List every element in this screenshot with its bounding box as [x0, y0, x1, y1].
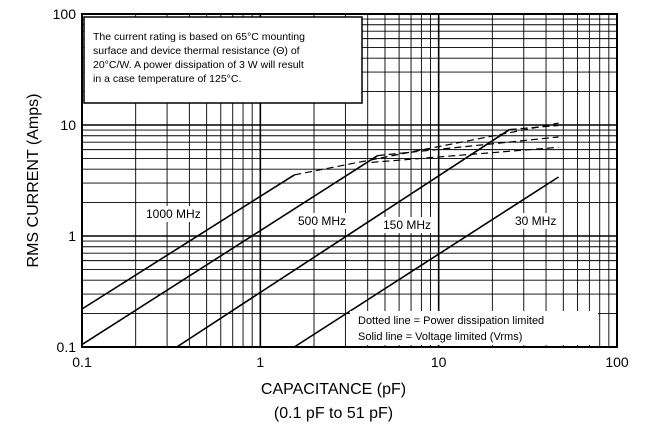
y-tick-label: 10 — [60, 117, 76, 133]
note-line-2: surface and device thermal resistance (Θ… — [93, 45, 300, 57]
legend-background — [350, 311, 598, 345]
series-label-30mhz: 30 MHz — [515, 214, 556, 228]
note-box-background — [83, 16, 363, 104]
x-tick-label: 1 — [256, 354, 264, 370]
x-tick-label: 10 — [431, 354, 447, 370]
note-line-1: The current rating is based on 65°C moun… — [93, 31, 305, 43]
series-30mhz-solid — [293, 176, 559, 348]
series-150mhz-dashed — [509, 124, 559, 131]
series-label-150mhz: 150 MHz — [383, 218, 431, 232]
series-150mhz-dashed-extra — [371, 146, 559, 163]
x-axis-sublabel: (0.1 pF to 51 pF) — [274, 405, 393, 422]
y-tick-label: 100 — [53, 6, 77, 22]
series-labels: 1000 MHz 500 MHz 150 MHz 30 MHz — [143, 206, 560, 233]
x-axis-label: CAPACITANCE (pF) — [261, 381, 406, 398]
series-1000mhz-dashed — [294, 122, 559, 176]
series-label-bg-500 — [295, 213, 350, 229]
series-label-bg-150 — [380, 217, 435, 233]
series-label-bg-30 — [512, 213, 560, 229]
line-style-legend: Dotted line = Power dissipation limited … — [350, 311, 598, 345]
series-label-1000mhz: 1000 MHz — [146, 207, 201, 221]
legend-dotted-text: Dotted line = Power dissipation limited — [358, 315, 544, 327]
y-tick-labels: 0.1 1 10 100 — [53, 6, 77, 355]
note-box: The current rating is based on 65°C moun… — [83, 16, 363, 104]
series-1000mhz-solid — [81, 174, 295, 310]
y-axis-label: RMS CURRENT (Amps) — [25, 94, 42, 268]
y-tick-label: 1 — [68, 228, 76, 244]
series-500mhz-dashed — [377, 136, 559, 157]
series-500mhz-solid — [81, 154, 379, 346]
series-label-500mhz: 500 MHz — [298, 214, 346, 228]
x-tick-label: 100 — [605, 354, 629, 370]
y-tick-label: 0.1 — [57, 339, 77, 355]
legend-solid-text: Solid line = Voltage limited (Vrms) — [358, 331, 522, 343]
x-tick-labels: 0.1 1 10 100 — [72, 354, 629, 370]
note-line-4: in a case temperature of 125°C. — [93, 73, 241, 85]
plot-frame — [81, 13, 618, 348]
series-lines — [81, 122, 559, 348]
note-line-3: 20°C/W. A power dissipation of 3 W will … — [93, 59, 304, 71]
x-tick-label: 0.1 — [72, 354, 92, 370]
series-150mhz-solid — [176, 128, 511, 348]
series-label-bg-1000 — [143, 206, 204, 222]
